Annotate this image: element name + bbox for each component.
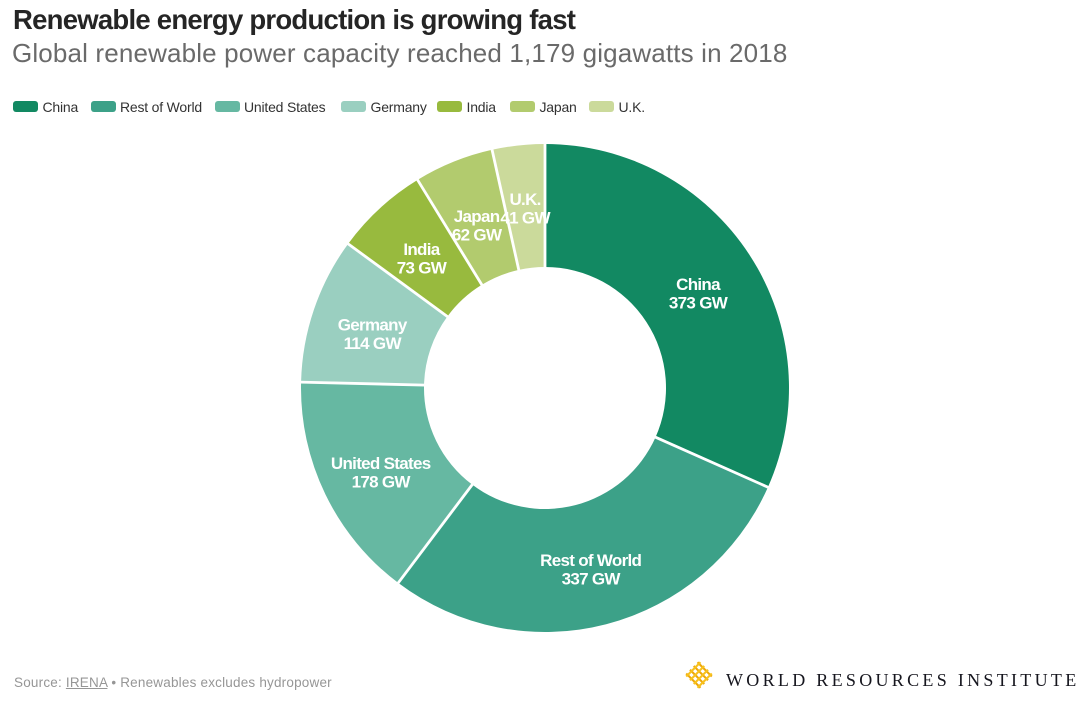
svg-text:178 GW: 178 GW bbox=[352, 473, 412, 492]
svg-text:U.K.: U.K. bbox=[509, 190, 540, 209]
svg-text:India: India bbox=[403, 240, 440, 259]
svg-text:China: China bbox=[676, 275, 721, 294]
svg-text:337 GW: 337 GW bbox=[562, 570, 622, 589]
svg-text:73 GW: 73 GW bbox=[397, 259, 448, 278]
svg-text:41 GW: 41 GW bbox=[500, 209, 551, 228]
svg-text:373 GW: 373 GW bbox=[669, 294, 729, 313]
svg-text:62 GW: 62 GW bbox=[452, 226, 503, 245]
svg-text:United States: United States bbox=[331, 454, 431, 473]
svg-text:Germany: Germany bbox=[338, 316, 408, 335]
svg-text:Japan: Japan bbox=[454, 207, 500, 226]
svg-text:Rest of World: Rest of World bbox=[540, 551, 641, 570]
svg-text:114 GW: 114 GW bbox=[344, 334, 403, 353]
